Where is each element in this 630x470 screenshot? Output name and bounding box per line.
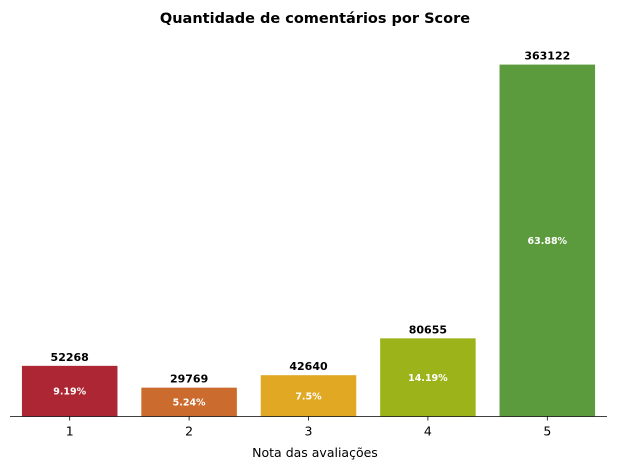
bars-layer [21, 64, 596, 417]
percent-label-score-2: 5.24% [173, 398, 206, 409]
x-axis-label: Nota das avaliações [252, 445, 378, 460]
percent-label-score-3: 7.5% [295, 391, 322, 402]
x-ticks: 1 2 3 4 5 [66, 416, 551, 439]
percent-label-score-5: 63.88% [528, 236, 568, 247]
value-label-score-2: 29769 [170, 373, 208, 386]
bar-score-1 [21, 365, 118, 417]
percent-label-score-1: 9.19% [53, 387, 86, 398]
bar-score-5 [499, 64, 596, 417]
labels-layer: 52268 9.19% 29769 5.24% 42640 7.5% 80655 14.19%… [51, 50, 571, 409]
value-label-score-4: 80655 [409, 323, 447, 336]
x-tick-label-1: 1 [66, 424, 74, 439]
value-label-score-1: 52268 [51, 351, 89, 364]
value-label-score-5: 363122 [524, 50, 570, 63]
bar-score-3 [260, 375, 357, 417]
percent-label-score-4: 14.19% [408, 373, 448, 384]
x-tick-label-4: 4 [424, 424, 432, 439]
x-tick-label-2: 2 [185, 424, 193, 439]
bar-score-4 [380, 338, 476, 417]
x-tick-label-3: 3 [305, 424, 313, 439]
bar-score-2 [141, 387, 237, 417]
chart-title: Quantidade de comentários por Score [160, 11, 470, 27]
x-tick-label-5: 5 [543, 424, 551, 439]
value-label-score-3: 42640 [289, 360, 328, 373]
